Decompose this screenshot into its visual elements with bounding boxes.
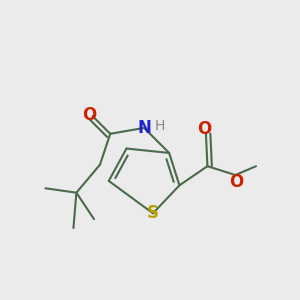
- Text: N: N: [137, 119, 151, 137]
- Text: H: H: [154, 119, 165, 134]
- Text: S: S: [147, 204, 159, 222]
- Text: O: O: [197, 120, 212, 138]
- Text: O: O: [82, 106, 97, 124]
- Text: O: O: [229, 173, 243, 191]
